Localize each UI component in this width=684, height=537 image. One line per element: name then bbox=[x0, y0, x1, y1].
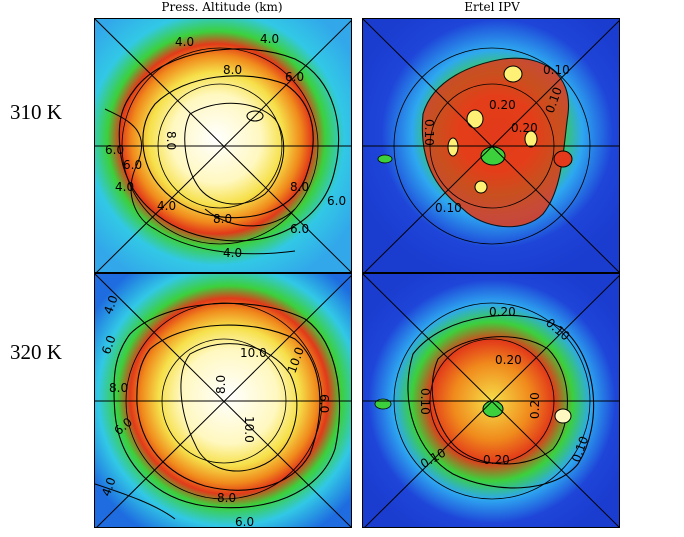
contour-label: 6.0 bbox=[105, 143, 124, 157]
map-panel-ipv-310k: 0.10 0.10 0.20 0.10 0.10 0.20 bbox=[362, 18, 620, 273]
map-panel-ipv-320k: 0.20 0.10 0.20 0.10 0.20 0.10 0.10 0.20 bbox=[362, 273, 620, 528]
column-title-altitude: Press. Altitude (km) bbox=[161, 0, 283, 14]
contour-label: 0.10 bbox=[418, 388, 432, 415]
contour-label: 6.0 bbox=[99, 333, 119, 356]
row-label-320k: 320 K bbox=[10, 340, 62, 364]
contour-label: 4.0 bbox=[175, 35, 194, 49]
contour-label: 0.10 bbox=[422, 119, 436, 146]
contour-label: 6.0 bbox=[290, 222, 309, 236]
map-panel-altitude-320k: 4.0 6.0 8.0 10.0 10.0 6.0 8.0 10.0 6.0 4… bbox=[94, 273, 352, 528]
contour-label: 0.10 bbox=[435, 201, 462, 215]
row-label-310k: 310 K bbox=[10, 100, 62, 124]
contour-label: 0.20 bbox=[511, 121, 538, 135]
contour-label: 4.0 bbox=[101, 293, 121, 316]
contour-label: 0.10 bbox=[543, 63, 570, 77]
map-altitude-310k: 4.0 4.0 6.0 8.0 8.0 6.0 6.0 4.0 8.0 8.0 … bbox=[95, 19, 351, 272]
map-altitude-320k: 4.0 6.0 8.0 10.0 10.0 6.0 8.0 10.0 6.0 4… bbox=[95, 274, 351, 528]
contour-label: 6.0 bbox=[285, 70, 304, 84]
contour-label: 4.0 bbox=[223, 246, 242, 260]
map-panel-altitude-310k: 4.0 4.0 6.0 8.0 8.0 6.0 6.0 4.0 8.0 8.0 … bbox=[94, 18, 352, 273]
contour-label: 4.0 bbox=[260, 32, 279, 46]
contour-label: 0.20 bbox=[489, 305, 516, 319]
contour-label: 10.0 bbox=[240, 346, 267, 360]
contour-label: 0.20 bbox=[483, 453, 510, 467]
column-title-ipv: Ertel IPV bbox=[464, 0, 520, 14]
map-ipv-320k: 0.20 0.10 0.20 0.10 0.20 0.10 0.10 0.20 bbox=[363, 274, 619, 527]
contour-label: 0.20 bbox=[528, 392, 542, 419]
contour-label: 0.20 bbox=[489, 98, 516, 112]
contour-label: 6.0 bbox=[235, 515, 254, 528]
contour-label: 8.0 bbox=[290, 180, 309, 194]
contour-label: 10.0 bbox=[242, 416, 256, 443]
contour-label: 4.0 bbox=[157, 199, 176, 213]
contour-label: 4.0 bbox=[99, 475, 119, 498]
contour-label: 6.0 bbox=[123, 158, 142, 172]
contour-label: 8.0 bbox=[214, 375, 228, 394]
contour-label: 4.0 bbox=[115, 180, 134, 194]
contour-label: 8.0 bbox=[213, 212, 232, 226]
contour-label: 6.0 bbox=[317, 394, 331, 413]
contour-label: 0.20 bbox=[495, 353, 522, 367]
map-ipv-310k: 0.10 0.10 0.20 0.10 0.10 0.20 bbox=[363, 19, 619, 272]
contour-label: 8.0 bbox=[164, 131, 178, 150]
contour-label: 6.0 bbox=[327, 194, 346, 208]
contour-label: 8.0 bbox=[109, 381, 128, 395]
contour-label: 8.0 bbox=[217, 491, 236, 505]
contour-label: 8.0 bbox=[223, 63, 242, 77]
